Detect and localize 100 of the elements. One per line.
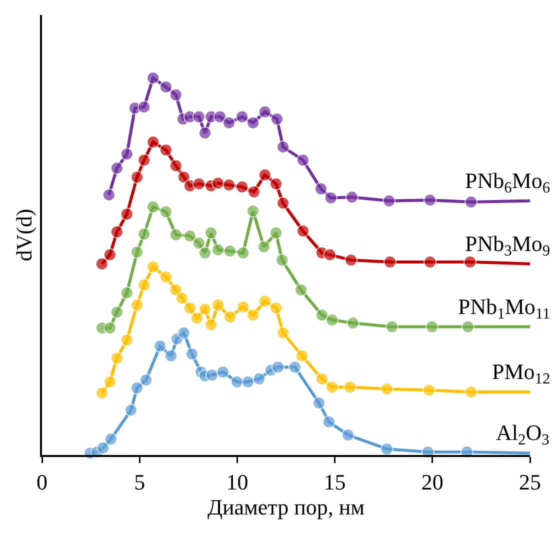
point <box>222 116 236 130</box>
point <box>236 246 250 260</box>
point <box>212 298 225 312</box>
point <box>276 326 290 340</box>
point <box>322 415 336 428</box>
point <box>314 182 328 196</box>
point <box>296 154 310 167</box>
x-tick-label: 25 <box>519 469 541 494</box>
point <box>154 340 167 353</box>
point <box>424 194 437 207</box>
point <box>326 314 339 327</box>
point <box>382 194 396 208</box>
point <box>177 170 190 184</box>
point <box>222 178 236 192</box>
point <box>276 196 290 210</box>
point <box>247 185 260 198</box>
point <box>146 136 160 149</box>
point <box>323 248 336 262</box>
point <box>103 321 116 334</box>
series-label: PNb$_{3}$Mo$_{9}$ <box>465 231 550 260</box>
y-axis-title: dV(d) <box>11 208 36 262</box>
point <box>296 224 310 238</box>
series-label: PNb$_{6}$Mo$_{6}$ <box>465 168 550 197</box>
point <box>169 88 182 102</box>
point <box>212 243 225 256</box>
point <box>192 110 206 124</box>
point <box>324 191 338 204</box>
point <box>110 162 124 175</box>
point <box>198 302 212 316</box>
point <box>326 380 339 394</box>
point <box>276 140 290 154</box>
point <box>236 110 249 124</box>
point <box>185 347 198 360</box>
point <box>315 372 328 386</box>
point <box>296 349 309 362</box>
point <box>146 71 160 84</box>
point <box>258 105 272 118</box>
series-label: PMo$_{12}$ <box>492 359 550 388</box>
point <box>236 300 250 314</box>
point <box>464 255 477 268</box>
point <box>270 301 283 314</box>
x-tick-label: 5 <box>134 469 146 494</box>
point <box>120 286 134 300</box>
point <box>130 246 144 259</box>
point <box>276 254 289 267</box>
point <box>138 228 151 241</box>
point <box>138 100 151 114</box>
point <box>96 441 110 454</box>
point <box>104 432 118 446</box>
point <box>120 208 134 221</box>
point <box>120 148 134 161</box>
point <box>464 386 478 399</box>
point <box>177 326 190 340</box>
point <box>257 240 270 254</box>
point <box>159 80 172 94</box>
point <box>146 260 160 274</box>
point <box>159 270 172 284</box>
point <box>241 375 254 388</box>
point <box>206 368 219 382</box>
point <box>102 188 116 202</box>
point <box>216 366 230 379</box>
point <box>258 168 272 182</box>
point <box>464 196 478 209</box>
point <box>110 225 124 238</box>
point <box>140 373 153 386</box>
x-axis-title: Диаметр пор, нм <box>207 494 365 520</box>
point <box>312 396 326 410</box>
point <box>315 308 328 322</box>
point <box>175 292 188 305</box>
point <box>223 310 236 324</box>
point <box>204 226 218 240</box>
point <box>146 200 160 214</box>
point <box>124 404 138 417</box>
x-tick-label: 0 <box>36 469 48 494</box>
point <box>385 320 398 334</box>
point <box>384 255 397 268</box>
point <box>223 244 236 258</box>
point <box>190 312 204 325</box>
point <box>103 375 116 388</box>
point <box>380 442 394 456</box>
point <box>192 236 206 250</box>
point <box>236 180 249 194</box>
point <box>426 320 439 334</box>
point <box>344 380 357 394</box>
point <box>346 316 360 330</box>
point <box>272 360 284 374</box>
point <box>380 382 394 396</box>
point <box>103 248 116 262</box>
point <box>342 428 355 442</box>
point <box>159 143 172 156</box>
point <box>130 381 144 394</box>
point <box>230 375 244 388</box>
point <box>183 229 196 242</box>
point <box>130 170 144 184</box>
point <box>159 205 172 218</box>
point <box>120 334 134 346</box>
point <box>270 177 283 190</box>
point <box>214 110 227 124</box>
point <box>294 283 308 296</box>
point <box>344 254 358 267</box>
